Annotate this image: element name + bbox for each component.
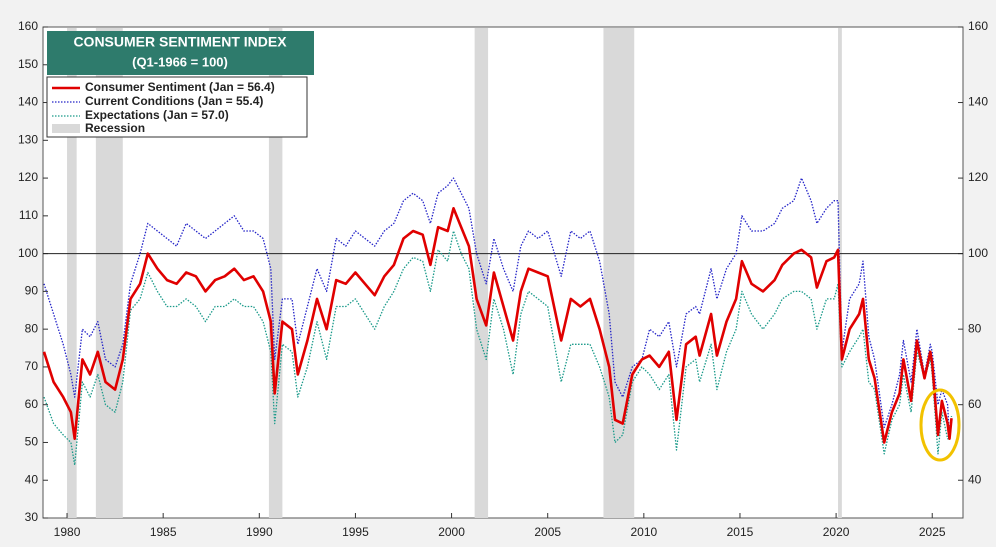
series-line — [42, 207, 953, 444]
y-tick-label: 90 — [25, 284, 39, 298]
y-tick-label: 40 — [25, 472, 39, 486]
y-tick-label: 60 — [25, 397, 39, 411]
legend-label: Recession — [85, 121, 145, 135]
y2-tick-label: 100 — [968, 246, 988, 260]
recession-band — [603, 28, 635, 518]
x-tick-label: 2020 — [823, 525, 850, 539]
y-tick-label: 140 — [18, 95, 38, 109]
legend-label: Current Conditions (Jan = 55.4) — [85, 94, 263, 108]
x-tick-label: 2010 — [630, 525, 657, 539]
series-line — [43, 230, 953, 466]
recession-band — [474, 28, 489, 518]
legend-label: Consumer Sentiment (Jan = 56.4) — [85, 80, 275, 94]
chart-subtitle: (Q1-1966 = 100) — [132, 54, 228, 69]
x-tick-label: 2000 — [438, 525, 465, 539]
y-tick-label: 160 — [18, 19, 38, 33]
y2-tick-label: 60 — [968, 397, 982, 411]
x-tick-label: 1985 — [150, 525, 177, 539]
x-tick-label: 2005 — [534, 525, 561, 539]
y-tick-label: 110 — [19, 208, 38, 222]
recession-band — [268, 28, 283, 518]
legend-swatch — [52, 124, 80, 133]
y-tick-label: 100 — [18, 246, 38, 260]
y2-tick-label: 120 — [968, 170, 988, 184]
y-tick-label: 120 — [18, 170, 38, 184]
y2-tick-label: 140 — [968, 95, 988, 109]
x-tick-label: 1990 — [246, 525, 273, 539]
y2-tick-label: 40 — [968, 472, 982, 486]
chart-title: CONSUMER SENTIMENT INDEX — [73, 34, 287, 50]
x-tick-label: 1980 — [54, 525, 81, 539]
y-tick-label: 70 — [25, 359, 39, 373]
title-box — [47, 31, 314, 75]
recession-band — [67, 28, 77, 518]
y2-tick-label: 80 — [968, 321, 982, 335]
x-tick-label: 1995 — [342, 525, 369, 539]
y-tick-label: 80 — [25, 321, 39, 335]
x-tick-label: 2015 — [727, 525, 754, 539]
y2-tick-label: 160 — [968, 19, 988, 33]
y-tick-label: 130 — [18, 132, 38, 146]
legend-box — [46, 76, 308, 138]
y-tick-label: 150 — [18, 57, 38, 71]
y-tick-label: 30 — [25, 510, 39, 524]
y-tick-label: 50 — [25, 435, 39, 449]
legend-label: Expectations (Jan = 57.0) — [85, 108, 229, 122]
highlight-ellipse — [919, 388, 961, 462]
x-tick-label: 2025 — [919, 525, 946, 539]
